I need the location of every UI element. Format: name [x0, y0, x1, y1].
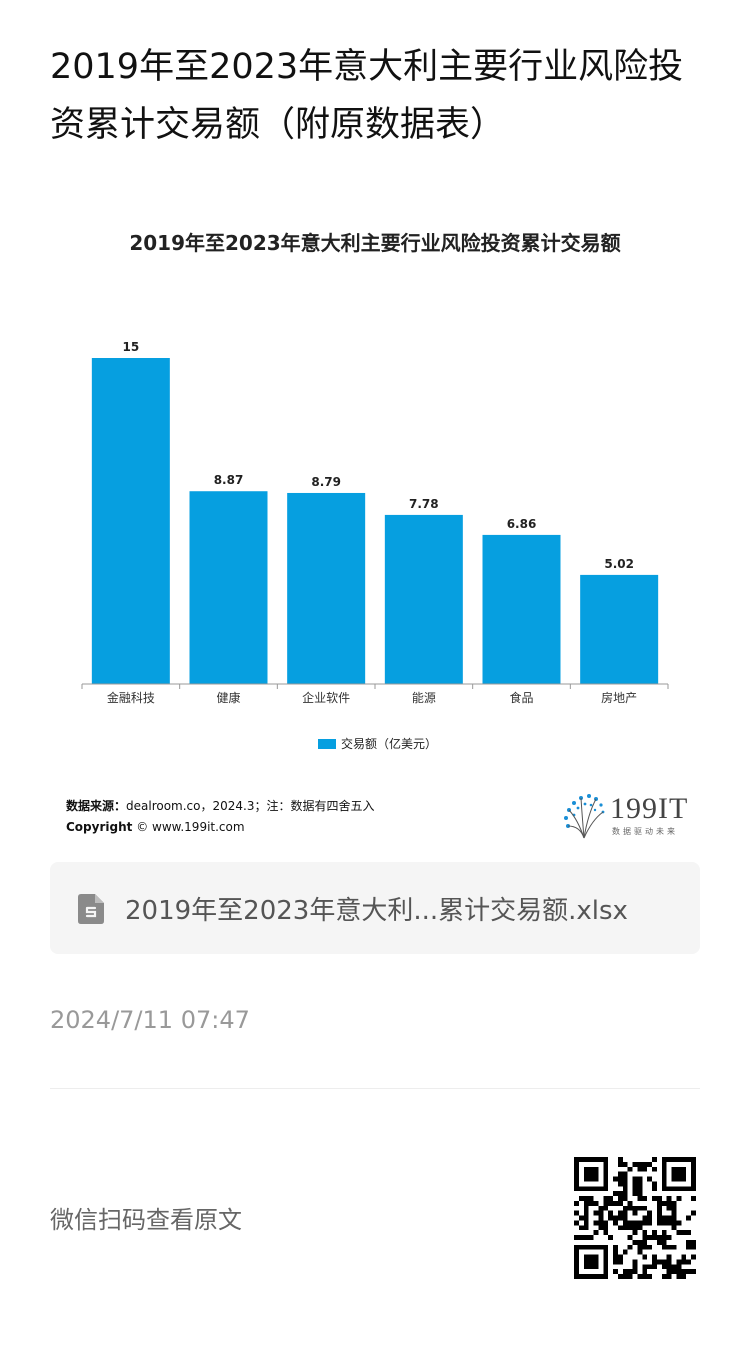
spreadsheet-file-icon	[78, 894, 104, 924]
data-label: 8.87	[214, 473, 244, 487]
data-label: 5.02	[604, 557, 634, 571]
data-label: 15	[122, 340, 139, 354]
bar	[189, 491, 268, 684]
source-note: 数据来源：dealroom.co，2024.3；注：数据有四舍五入 Copyri…	[66, 796, 375, 838]
wechat-scan-hint: 微信扫码查看原文	[50, 1206, 242, 1234]
post-date: 2024/7/11 07:47	[50, 1006, 250, 1034]
legend-label: 交易额（亿美元）	[341, 736, 437, 751]
brand-name: 199IT	[610, 792, 689, 825]
data-label: 8.79	[311, 475, 341, 489]
brand-tagline: 数据驱动未来	[612, 827, 678, 836]
brand-logo: 199IT 数据驱动未来	[560, 790, 700, 840]
x-tick-label: 房地产	[601, 690, 637, 705]
bar	[482, 534, 561, 684]
attachment-filename[interactable]: 2019年至2023年意大利...累计交易额.xlsx	[125, 896, 628, 926]
attachment-card[interactable]: 2019年至2023年意大利...累计交易额.xlsx	[50, 862, 700, 954]
x-tick-label: 食品	[509, 690, 533, 705]
chart-title: 2019年至2023年意大利主要行业风险投资累计交易额	[129, 231, 620, 255]
legend: 交易额（亿美元）	[318, 736, 437, 751]
chart-svg: 2019年至2023年意大利主要行业风险投资累计交易额 15 8.87 8.79 7.…	[81, 231, 669, 751]
x-tick-label: 金融科技	[107, 690, 155, 705]
source-text: dealroom.co，2024.3；注：数据有四舍五入	[126, 799, 375, 813]
legend-swatch	[318, 739, 336, 749]
x-tick-label: 企业软件	[302, 690, 350, 705]
bar	[287, 492, 366, 684]
x-tick-label: 能源	[412, 691, 436, 705]
copyright-text: © www.199it.com	[136, 820, 245, 834]
x-tick-label: 健康	[216, 690, 240, 705]
x-axis-ticks: 金融科技 健康 企业软件 能源 食品 房地产	[81, 684, 669, 705]
divider	[50, 1088, 700, 1089]
dandelion-logo-icon	[564, 794, 605, 839]
copyright-label: Copyright	[66, 820, 133, 834]
qr-code-icon[interactable]	[574, 1157, 696, 1279]
source-label: 数据来源：	[66, 799, 127, 813]
bar	[580, 574, 659, 684]
page-title: 2019年至2023年意大利主要行业风险投资累计交易额（附原数据表）	[50, 47, 684, 145]
bars-layer: 15 8.87 8.79 7.78 6.86 5.02	[91, 340, 659, 684]
bar	[384, 514, 463, 684]
data-label: 7.78	[409, 497, 439, 511]
bar	[91, 358, 170, 684]
data-label: 6.86	[507, 517, 537, 531]
bar-chart: 2019年至2023年意大利主要行业风险投资累计交易额 15 8.87 8.79 7.…	[50, 210, 700, 850]
